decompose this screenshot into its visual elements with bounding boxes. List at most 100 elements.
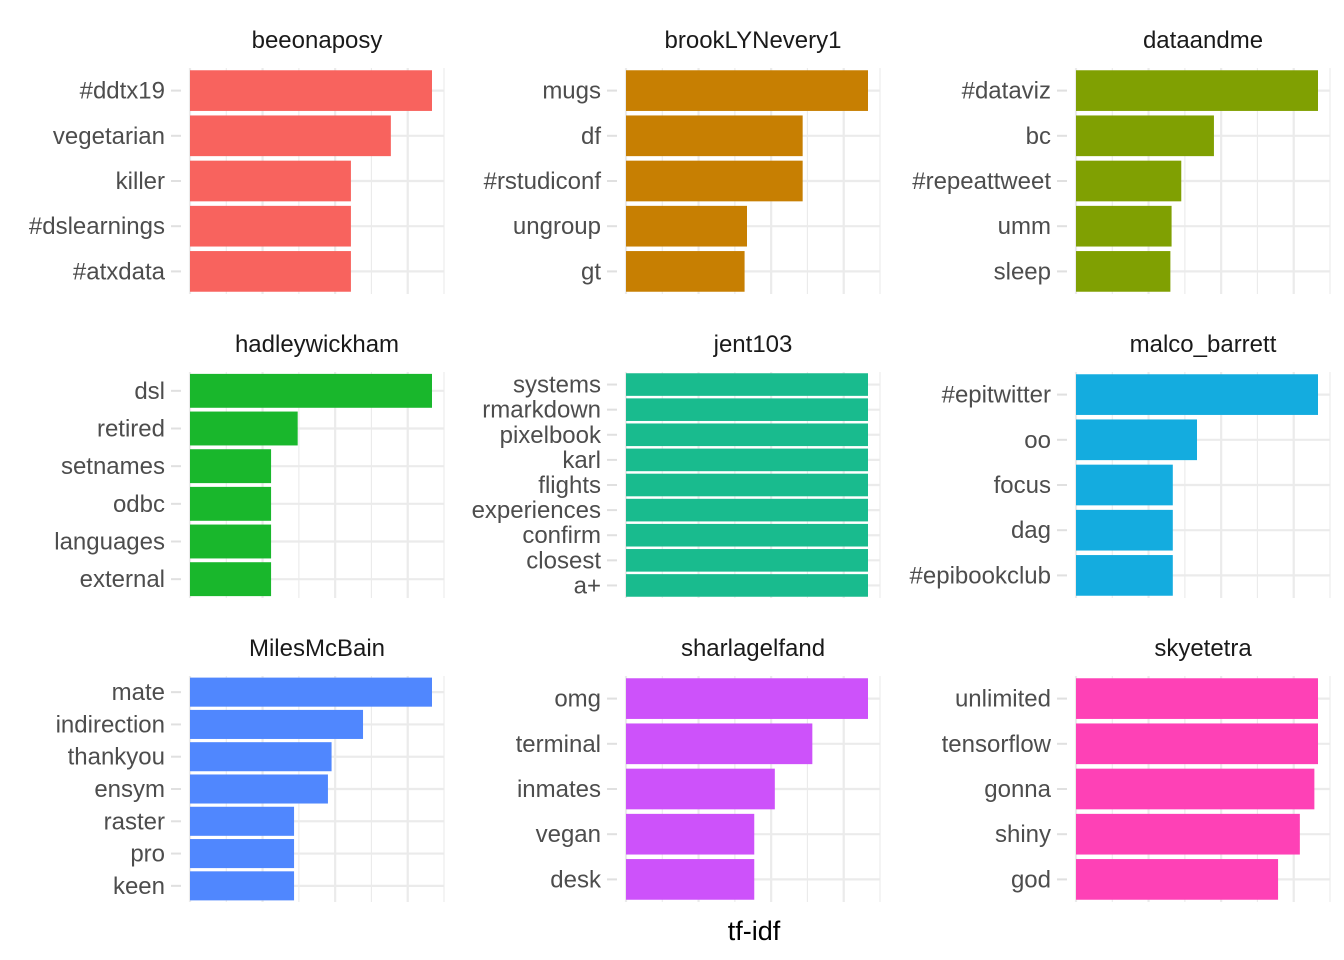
bar-dataandme-umm (1076, 205, 1172, 247)
facet-title: sharlagelfand (681, 635, 825, 662)
tick-label-mugs: mugs (542, 78, 601, 105)
tick-label-pixelbook: pixelbook (500, 422, 602, 449)
bar-sharlagelfand-vegan (626, 813, 755, 855)
bar-dataandme-repeattweet (1076, 160, 1182, 202)
bar-sharlagelfand-omg (626, 678, 868, 719)
bar-beeonaposy-vegetarian (190, 115, 391, 157)
facet-title: dataandme (1143, 27, 1263, 54)
tick-label-tensorflow: tensorflow (942, 731, 1052, 758)
bar-brooklynevery1-df (626, 115, 803, 157)
bar-sharlagelfand-terminal (626, 723, 813, 765)
bar-jent103-closest (626, 549, 868, 572)
bar-jent103-experiences (626, 498, 868, 522)
bar-dataandme-bc (1076, 115, 1214, 157)
bar-skyetetra-tensorflow (1076, 723, 1318, 765)
tick-label-systems: systems (513, 372, 601, 399)
bar-malco-barrett-focus (1076, 464, 1173, 506)
tick-label-oo: oo (1024, 427, 1051, 454)
tick-label-sleep: sleep (994, 258, 1051, 285)
bar-hadleywickham-setnames (190, 449, 272, 484)
tick-label-gonna: gonna (984, 776, 1051, 803)
facet-hadleywickham: hadleywickham dsl retired setnames odbc langu… (54, 331, 445, 598)
tick-label-ddtx19: #ddtx19 (80, 78, 165, 105)
bar-jent103-a (626, 574, 868, 597)
bar-sharlagelfand-desk (626, 859, 755, 900)
tick-label-a: a+ (574, 572, 601, 599)
tick-label-setnames: setnames (61, 453, 165, 480)
bar-malco-barrett-oo (1076, 419, 1197, 461)
tick-label-pro: pro (130, 841, 165, 868)
tick-label-epitwitter: #epitwitter (942, 382, 1051, 409)
bar-skyetetra-gonna (1076, 768, 1315, 810)
tick-label-focus: focus (994, 472, 1051, 499)
facet-title: MilesMcBain (249, 635, 385, 662)
tick-label-bc: bc (1026, 123, 1051, 150)
bar-brooklynevery1-gt (626, 251, 745, 292)
tick-label-dataviz: #dataviz (962, 78, 1051, 105)
bar-jent103-systems (626, 373, 868, 396)
bar-jent103-confirm (626, 523, 868, 547)
tick-label-languages: languages (54, 529, 165, 556)
tick-label-experiences: experiences (472, 497, 601, 524)
tick-label-thankyou: thankyou (68, 744, 165, 771)
tick-label-retired: retired (97, 416, 165, 443)
facet-title: jent103 (713, 331, 793, 358)
facet-title: brookLYNevery1 (665, 27, 842, 54)
facet-skyetetra: skyetetra unlimited tensorflow gonna shiny go… (942, 635, 1331, 902)
tick-label-killer: killer (116, 168, 165, 195)
tick-label-terminal: terminal (516, 731, 601, 758)
bar-brooklynevery1-mugs (626, 70, 868, 111)
bar-brooklynevery1-ungroup (626, 205, 747, 247)
tick-label-mate: mate (112, 679, 165, 706)
bar-beeonaposy-atxdata (190, 251, 351, 292)
bar-skyetetra-god (1076, 859, 1279, 900)
tick-label-atxdata: #atxdata (73, 258, 166, 285)
bar-beeonaposy-killer (190, 160, 351, 202)
bar-hadleywickham-external (190, 562, 272, 597)
facet-title: malco_barrett (1130, 331, 1277, 358)
tick-label-vegetarian: vegetarian (53, 123, 165, 150)
bar-jent103-flights (626, 473, 868, 497)
bar-milesmcbain-keen (190, 871, 295, 901)
facet-jent103: jent103 systemsrmarkdownpixelbookkarlflig… (472, 331, 881, 599)
bar-malco-barrett-dag (1076, 509, 1173, 551)
tick-label-indirection: indirection (56, 711, 165, 738)
facet-milesmcbain: MilesMcBain mate indirection thankyou ensym r… (56, 635, 445, 902)
facet-beeonaposy: beeonaposy #ddtx19 vegetarian killer #dslear… (29, 27, 445, 294)
bar-milesmcbain-pro (190, 839, 295, 869)
bar-malco-barrett-epitwitter (1076, 374, 1318, 415)
facet-title: beeonaposy (252, 27, 383, 54)
tick-label-dag: dag (1011, 517, 1051, 544)
bar-jent103-rmarkdown (626, 398, 868, 421)
tick-label-umm: umm (998, 213, 1051, 240)
tick-label-rmarkdown: rmarkdown (482, 397, 601, 424)
tick-label-dslearnings: #dslearnings (29, 213, 165, 240)
tick-label-desk: desk (550, 866, 602, 893)
bar-skyetetra-unlimited (1076, 678, 1318, 719)
bar-milesmcbain-raster (190, 806, 295, 836)
bar-milesmcbain-thankyou (190, 742, 332, 772)
tick-label-inmates: inmates (517, 776, 601, 803)
tick-label-omg: omg (554, 686, 601, 713)
bar-dataandme-dataviz (1076, 70, 1318, 111)
bar-dataandme-sleep (1076, 251, 1171, 292)
tick-label-external: external (80, 566, 165, 593)
tick-label-odbc: odbc (113, 491, 165, 518)
facet-brooklynevery1: brookLYNevery1 mugs df #rstudiconf ungroup gt (484, 27, 881, 294)
tick-label-flights: flights (538, 472, 601, 499)
tick-label-gt: gt (581, 258, 601, 285)
tick-label-shiny: shiny (995, 821, 1051, 848)
facet-title: hadleywickham (235, 331, 399, 358)
tick-label-god: god (1011, 866, 1051, 893)
x-axis-title: tf-idf (728, 916, 781, 946)
bar-milesmcbain-indirection (190, 709, 364, 739)
tick-label-karl: karl (562, 447, 601, 474)
tick-label-vegan: vegan (536, 821, 601, 848)
facets: beeonaposy #ddtx19 vegetarian killer #dslear… (29, 27, 1331, 902)
bar-hadleywickham-retired (190, 411, 298, 446)
tick-label-rstudiconf: #rstudiconf (484, 168, 602, 195)
tick-label-dsl: dsl (134, 378, 165, 405)
bar-milesmcbain-mate (190, 677, 432, 707)
facet-title: skyetetra (1154, 635, 1252, 662)
